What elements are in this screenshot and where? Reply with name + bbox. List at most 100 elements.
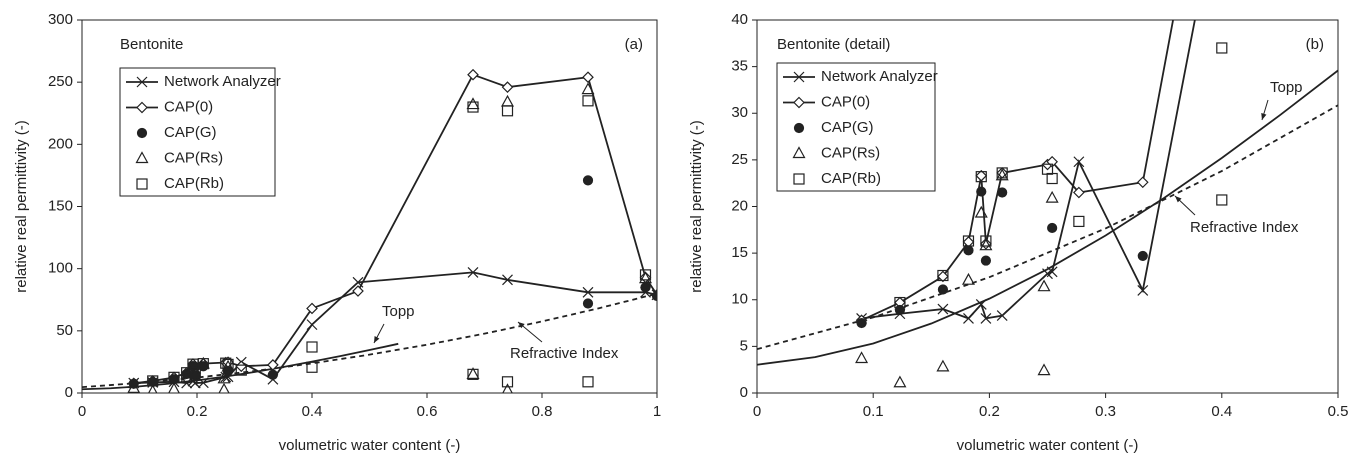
y-tick-label: 250 <box>48 73 73 90</box>
marker-circle <box>651 290 657 302</box>
legend-marker <box>136 76 148 88</box>
marker-diamond <box>306 302 318 315</box>
legend-label: Network Analyzer <box>164 73 281 90</box>
panel-title: Bentonite <box>120 36 183 53</box>
model-curve <box>757 104 1338 351</box>
model-curve <box>82 292 657 389</box>
marker-square <box>168 371 180 383</box>
y-tick-label: 5 <box>740 337 748 354</box>
series-line <box>861 20 1174 322</box>
marker-square <box>980 235 992 247</box>
y-tick-label: 15 <box>731 244 748 261</box>
marker-cross <box>980 312 992 324</box>
y-axis-label: relative real permittivity (-) <box>13 120 30 293</box>
x-tick-label: 0.3 <box>1095 403 1116 420</box>
y-tick-label: 0 <box>65 384 73 401</box>
y-tick-label: 200 <box>48 135 73 152</box>
model-curve <box>757 69 1338 366</box>
marker-circle <box>980 255 992 266</box>
marker-cross <box>189 377 201 389</box>
legend-marker <box>792 146 806 159</box>
marker-cross <box>996 310 1008 322</box>
marker-circle <box>856 317 867 329</box>
marker-circle <box>128 378 139 389</box>
marker-diamond <box>639 271 652 284</box>
y-tick-label: 30 <box>731 104 748 121</box>
marker-triangle <box>936 359 950 372</box>
y-axis-label: relative real permittivity (-) <box>688 120 705 293</box>
arrow-head <box>1261 113 1267 120</box>
legend-box <box>119 67 276 197</box>
curve-label: Topp <box>1270 79 1303 96</box>
marker-triangle <box>500 94 515 107</box>
marker-circle <box>976 186 987 197</box>
arrow-head <box>518 322 525 329</box>
marker-cross <box>467 266 479 278</box>
legend-marker <box>793 122 805 134</box>
marker-square <box>235 364 247 376</box>
marker-square <box>181 367 193 379</box>
marker-circle <box>894 304 906 316</box>
marker-square <box>189 367 201 379</box>
legend-marker <box>136 127 148 139</box>
marker-triangle <box>995 168 1009 181</box>
y-tick-label: 150 <box>48 197 73 214</box>
marker-circle <box>937 284 949 295</box>
x-tick-label: 0.2 <box>979 403 1000 420</box>
marker-square <box>894 296 906 309</box>
y-tick-label: 25 <box>731 151 748 168</box>
marker-diamond <box>1073 186 1085 199</box>
marker-triangle <box>196 356 210 369</box>
marker-square <box>467 368 479 380</box>
marker-cross <box>582 286 594 298</box>
y-tick-label: 40 <box>731 11 748 28</box>
marker-circle <box>582 175 594 186</box>
marker-triangle <box>581 82 595 95</box>
marker-square <box>582 376 594 388</box>
marker-square <box>962 235 975 247</box>
plot-frame <box>756 19 1339 394</box>
legend-marker <box>793 71 805 83</box>
panel-title: Bentonite (detail) <box>777 36 890 53</box>
marker-triangle <box>1045 190 1059 203</box>
legend-label: CAP(Rs) <box>164 149 223 166</box>
marker-circle <box>267 369 278 380</box>
marker-circle <box>582 298 594 309</box>
marker-triangle <box>979 238 993 251</box>
marker-triangle <box>466 97 480 110</box>
y-tick-label: 20 <box>731 197 748 214</box>
marker-diamond <box>975 169 988 182</box>
legend-label: Network Analyzer <box>821 68 938 85</box>
marker-triangle <box>855 351 869 364</box>
legend-marker <box>793 96 805 109</box>
legend-label: CAP(0) <box>164 98 213 115</box>
plot-area <box>757 20 1338 388</box>
marker-square <box>467 101 479 113</box>
plot-frame <box>81 19 658 394</box>
marker-diamond <box>582 71 594 84</box>
y-tick-label: 10 <box>731 291 748 308</box>
marker-square <box>306 341 318 353</box>
y-tick-label: 0 <box>740 384 748 401</box>
marker-triangle <box>961 272 975 285</box>
series-line <box>133 271 657 384</box>
legend-label: CAP(Rb) <box>821 170 881 187</box>
marker-square <box>975 171 987 183</box>
marker-triangle <box>466 367 480 379</box>
marker-circle <box>1137 250 1148 262</box>
marker-square <box>501 105 514 117</box>
x-tick-label: 0.4 <box>302 403 323 420</box>
y-tick-label: 35 <box>731 58 748 75</box>
marker-diamond <box>352 285 364 297</box>
marker-square <box>1216 194 1228 206</box>
marker-square <box>222 358 234 371</box>
marker-square <box>1046 172 1058 185</box>
marker-triangle <box>127 381 141 393</box>
marker-cross <box>963 312 974 324</box>
panel-label: (a) <box>625 36 643 53</box>
marker-square <box>582 95 594 107</box>
marker-triangle <box>147 384 158 393</box>
legend-label: CAP(Rb) <box>164 175 224 192</box>
marker-square <box>197 358 209 370</box>
